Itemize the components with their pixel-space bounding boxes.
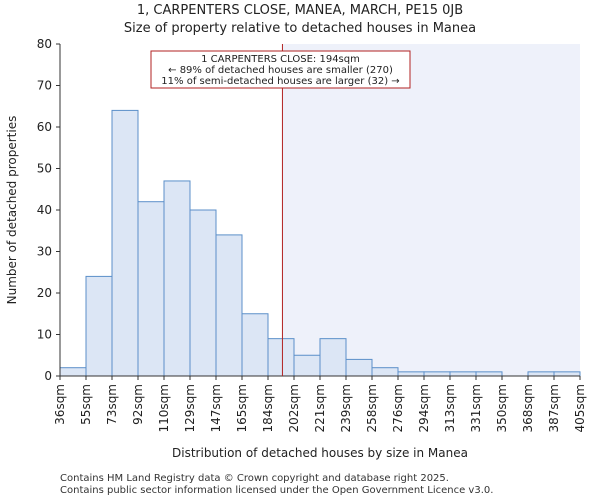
x-tick-label: 368sqm [521,384,535,432]
bar-294sqm [423,371,451,377]
x-tick-label: 239sqm [339,384,353,432]
x-tick-label: 92sqm [131,384,145,425]
bar-110sqm [163,180,191,377]
bar-258sqm [371,367,399,377]
x-tick-label: 55sqm [79,384,93,425]
footer-licence: Contains public sector information licen… [60,485,494,496]
larger-region-shade [282,44,580,376]
bars-group [59,109,581,377]
x-tick-label: 258sqm [365,384,379,432]
y-tick-label: 60 [37,120,52,134]
bar-147sqm [215,234,243,377]
x-axis-label: Distribution of detached houses by size … [172,446,468,460]
x-tick-label: 294sqm [417,384,431,432]
y-tick-label: 10 [37,328,52,342]
chart-subtitle: Size of property relative to detached ho… [123,21,477,36]
y-tick-label: 40 [37,203,52,217]
bar-387sqm [553,371,581,377]
x-tick-label: 147sqm [209,384,223,432]
bar-129sqm [189,209,217,377]
bar-331sqm [475,371,503,377]
x-tick-label: 221sqm [313,384,327,432]
y-ticks-group: 0 10 20 30 40 50 60 70 80 [37,37,60,383]
annotation-line-2: ← 89% of detached houses are smaller (27… [168,65,393,76]
x-tick-label: 184sqm [261,384,275,432]
x-tick-label: 129sqm [183,384,197,432]
x-tick-label: 331sqm [469,384,483,432]
bar-73sqm [111,109,139,377]
bar-36sqm [59,367,87,377]
x-tick-label: 350sqm [495,384,509,432]
y-tick-label: 0 [44,369,52,383]
y-axis-label: Number of detached properties [5,116,19,305]
bar-202sqm [293,354,321,377]
y-tick-label: 30 [37,245,52,259]
x-tick-label: 73sqm [105,384,119,425]
footer-copyright: Contains HM Land Registry data © Crown c… [60,473,449,484]
y-tick-label: 70 [37,79,52,93]
x-tick-label: 387sqm [547,384,561,432]
y-tick-label: 80 [37,37,52,51]
annotation-box [150,50,411,89]
bar-239sqm [345,358,373,377]
x-tick-label: 165sqm [235,384,249,432]
bar-276sqm [397,371,425,377]
bar-92sqm [137,201,165,377]
x-tick-label: 202sqm [287,384,301,432]
bar-55sqm [85,275,113,377]
annotation-line-3: 11% of semi-detached houses are larger (… [161,76,399,87]
bar-313sqm [449,371,477,377]
x-tick-label: 36sqm [53,384,67,425]
y-tick-label: 50 [37,162,52,176]
bar-184sqm [267,338,295,377]
x-tick-label: 276sqm [391,384,405,432]
x-tick-label: 313sqm [443,384,457,432]
x-tick-label: 405sqm [573,384,587,432]
y-tick-label: 20 [37,286,52,300]
x-tick-label: 110sqm [157,384,171,432]
chart-title: 1, CARPENTERS CLOSE, MANEA, MARCH, PE15 … [136,3,464,18]
bar-165sqm [241,313,269,377]
bar-368sqm [527,371,555,377]
bar-221sqm [319,338,347,377]
annotation-line-1: 1 CARPENTERS CLOSE: 194sqm [201,54,360,65]
x-ticks-group: 36sqm 55sqm 73sqm 92sqm 110sqm 129sqm 147sqm 16… [53,376,587,432]
